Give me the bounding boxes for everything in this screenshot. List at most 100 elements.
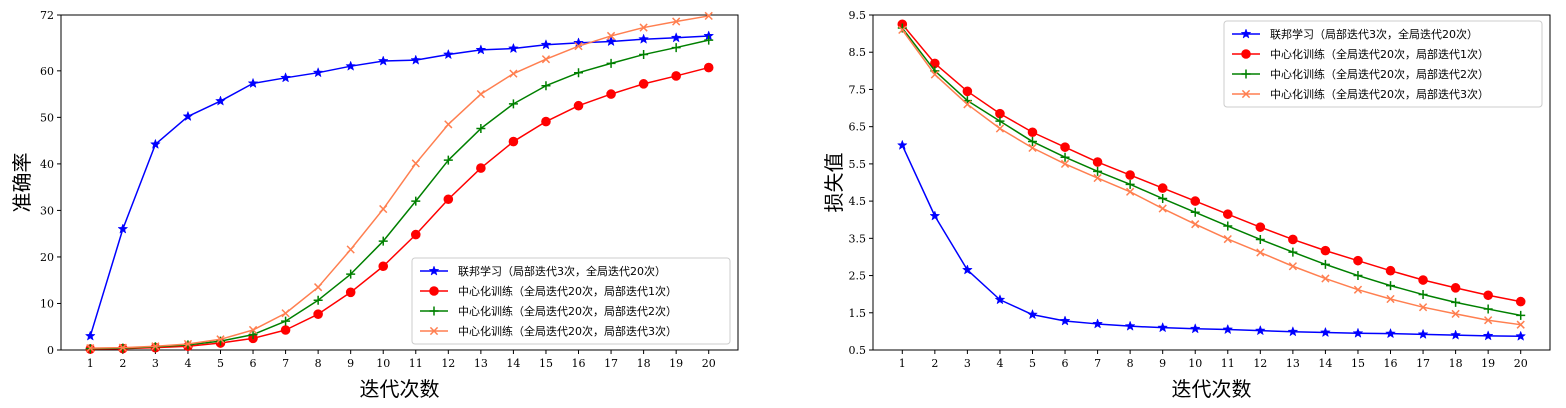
chart-1-y-axis-label: 准确率: [10, 153, 34, 213]
chart-2-series-2-point: [1450, 283, 1461, 293]
chart-1-y-tick-label: 0: [47, 344, 54, 357]
chart-2-y-tick-label: 0.5: [849, 344, 867, 357]
chart-2-y-tick-label: 4.5: [849, 195, 867, 208]
chart-1-series-4-point: [509, 69, 518, 78]
chart-2-x-tick-label: 10: [1188, 357, 1202, 370]
chart-2-series-4-point: [1386, 294, 1395, 304]
chart-1-x-tick-label: 8: [315, 357, 322, 370]
chart-2-series-2-point: [1255, 222, 1266, 232]
chart-2-x-tick-label: 18: [1449, 357, 1463, 370]
chart-2-series-2-point: [1157, 183, 1168, 193]
chart-2-series-2-point: [1222, 209, 1233, 219]
chart-1-series-4-point: [118, 343, 127, 352]
chart-2-series-2-point: [1515, 296, 1526, 307]
chart-2-series-1-point: [1059, 315, 1071, 326]
chart-2-series-1-point: [1222, 323, 1234, 335]
chart-2-series-3: [897, 23, 1526, 320]
chart-1-series-2-point: [671, 71, 681, 81]
chart-2-series-2-point: [1288, 234, 1298, 245]
chart-2-series-1-point: [1450, 329, 1462, 340]
chart-2-series-4-point: [1125, 187, 1135, 196]
chart-1-y-tick-label: 10: [40, 297, 54, 310]
chart-2-series-4-point: [1093, 173, 1102, 183]
chart-1-series-1-point: [540, 39, 552, 50]
chart-1-legend-label: 中心化训练（全局迭代20次，局部迭代2次）: [458, 304, 677, 318]
chart-1-series-1-point: [280, 72, 292, 83]
chart-1-y-tick-label: 30: [40, 204, 54, 217]
chart-2-series-4-point: [1516, 320, 1525, 329]
chart-2-series-3-point: [1190, 207, 1200, 217]
chart-2-series-1-point: [1417, 328, 1429, 339]
chart-2-series-4-point: [1288, 262, 1298, 271]
chart-1-series-2-point: [410, 229, 421, 240]
chart-1-x-tick-label: 14: [506, 357, 520, 370]
chart-2-legend-item: 中心化训练（全局迭代20次，局部迭代3次）: [1232, 87, 1489, 101]
chart-2-series-3-point: [1093, 166, 1103, 176]
chart-2-series-2-point: [1418, 275, 1428, 285]
chart-1-series-4-point: [476, 89, 486, 99]
chart-2-x-tick-label: 8: [1127, 357, 1134, 370]
chart-2-series-1-point: [1515, 330, 1527, 341]
chart-1-series-2-point: [606, 89, 616, 99]
chart-2-series-4-point: [898, 25, 907, 35]
chart-1-y-tick-label: 72: [40, 9, 54, 22]
chart-1-series-1-point: [638, 33, 650, 44]
chart-2-y-tick-label: 9.5: [849, 9, 867, 22]
chart-2-series-1-point: [896, 139, 908, 150]
chart-1-legend-item: 联邦学习（局部迭代3次，全局迭代20次）: [420, 264, 666, 278]
chart-1-series-2-line: [90, 66, 709, 350]
chart-2-series-4-point: [1321, 274, 1330, 283]
chart-2-series-4-point: [1223, 234, 1232, 244]
chart-1-series-3-point: [411, 196, 421, 206]
chart-1-legend-item: 中心化训练（全局迭代20次，局部迭代1次）: [420, 284, 677, 298]
chart-2-x-tick-label: 2: [931, 357, 938, 370]
chart-1-series-1-point: [312, 66, 324, 78]
chart-1-series-4-point: [281, 309, 290, 318]
chart-1-x-tick-label: 7: [282, 357, 289, 370]
chart-2-series-3-point: [1125, 179, 1135, 189]
chart-1-series-4-point: [346, 245, 355, 254]
chart-2: 1 2 3 4 5 6 7 8 9 10 11 12 13 14 15 16 17 18 19 200.51.52.5…: [822, 9, 1551, 401]
chart-1-series-2-point: [313, 309, 323, 319]
chart-2-series-3-point: [1288, 247, 1298, 257]
chart-2-legend: 联邦学习（局部迭代3次，全局迭代20次） 中心化训练（全局迭代20次，局部迭代1次…: [1223, 20, 1543, 108]
chart-2-x-tick-label: 20: [1514, 357, 1528, 370]
chart-1-series-4-point: [704, 11, 713, 21]
chart-2-series-3-point: [1418, 290, 1428, 300]
chart-1-series-1-point: [573, 37, 584, 48]
chart-2-legend-box: [1223, 20, 1543, 108]
chart-1-series-3-point: [574, 68, 584, 78]
chart-1-x-tick-label: 2: [119, 357, 126, 370]
chart-1-x-tick-label: 18: [637, 357, 651, 370]
chart-2-series-4-point: [1451, 309, 1460, 319]
chart-2-series-3-point: [1223, 221, 1233, 231]
chart-1-x-axis-label: 迭代次数: [360, 377, 440, 401]
chart-1-series-1: [84, 30, 715, 341]
chart-1-series-3-point: [541, 81, 551, 91]
chart-2-series-4-point: [1353, 285, 1363, 294]
chart-1-x-tick-label: 11: [409, 357, 423, 370]
chart-1-series-2-point: [703, 62, 714, 73]
chart-1-series-2-point: [573, 100, 584, 111]
chart-2-series-4: [898, 25, 1525, 329]
chart-2-legend-label: 中心化训练（全局迭代20次，局部迭代1次）: [1270, 47, 1489, 61]
chart-1-series-1-point: [247, 77, 259, 89]
chart-1-series-3-point: [281, 316, 291, 326]
chart-2-x-tick-label: 13: [1286, 357, 1300, 370]
chart-1-series-2-point: [345, 287, 356, 298]
chart-2-series-4-point: [1418, 303, 1428, 312]
chart-1-legend-label: 联邦学习（局部迭代3次，全局迭代20次）: [458, 264, 666, 278]
chart-1-series-4-point: [216, 335, 225, 344]
chart-2-x-tick-label: 5: [1029, 357, 1036, 370]
chart-1-series-1-point: [84, 330, 96, 341]
chart-2-series-2-point: [1483, 290, 1493, 301]
chart-1-series-3-line: [90, 39, 709, 350]
chart-2-series-3-point: [1386, 281, 1396, 291]
chart-1-series-2-point: [378, 261, 389, 272]
chart-1-x-tick-label: 12: [441, 357, 455, 370]
chart-2-frame: [872, 14, 1551, 351]
chart-2-y-tick-label: 8.5: [849, 46, 867, 59]
chart-1-x-tick-label: 9: [347, 357, 354, 370]
chart-1-x-tick-label: 3: [152, 357, 159, 370]
